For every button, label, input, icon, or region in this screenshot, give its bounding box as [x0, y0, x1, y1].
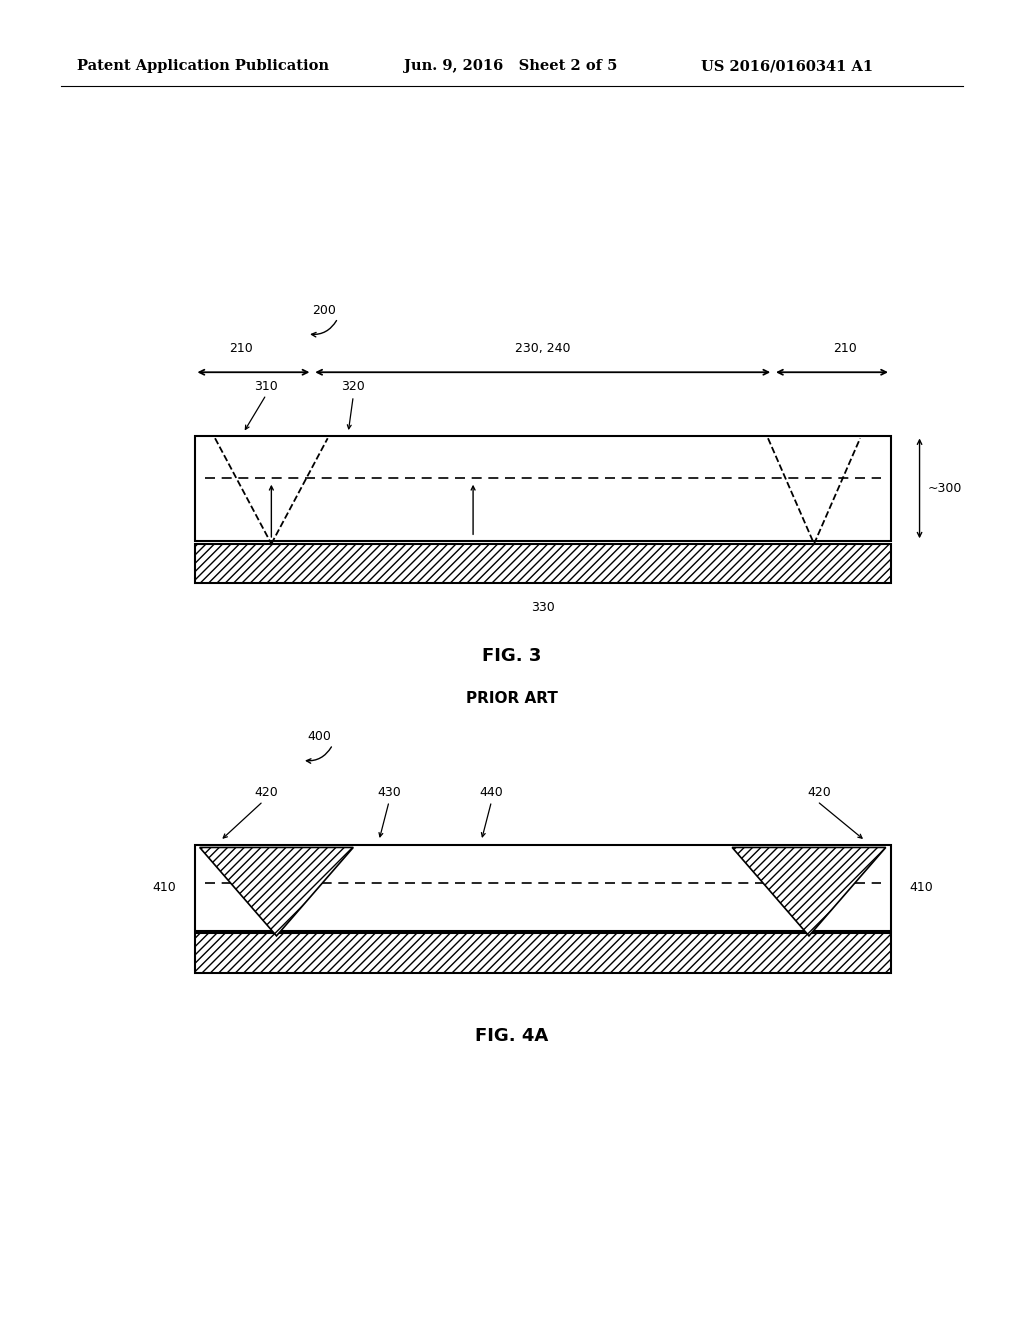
Text: 330: 330	[530, 601, 555, 614]
Text: Patent Application Publication: Patent Application Publication	[77, 59, 329, 73]
Text: 440: 440	[479, 785, 504, 799]
Text: 430: 430	[377, 785, 401, 799]
Text: Jun. 9, 2016   Sheet 2 of 5: Jun. 9, 2016 Sheet 2 of 5	[404, 59, 617, 73]
Text: 420: 420	[254, 785, 279, 799]
Polygon shape	[200, 847, 353, 936]
Text: FIG. 3: FIG. 3	[482, 647, 542, 665]
Text: 310: 310	[254, 380, 279, 393]
Text: 410: 410	[153, 882, 176, 894]
Text: ~300: ~300	[928, 482, 963, 495]
Text: 420: 420	[807, 785, 831, 799]
Bar	[195, 933, 891, 973]
Text: 200: 200	[312, 304, 336, 317]
Text: 230, 240: 230, 240	[515, 342, 570, 355]
Text: US 2016/0160341 A1: US 2016/0160341 A1	[701, 59, 873, 73]
Text: 400: 400	[307, 730, 331, 743]
Bar	[195, 544, 891, 583]
Text: 210: 210	[833, 342, 857, 355]
Text: 410: 410	[909, 882, 933, 894]
Bar	[195, 845, 891, 931]
Text: 320: 320	[341, 380, 366, 393]
Text: PRIOR ART: PRIOR ART	[466, 690, 558, 706]
Bar	[195, 436, 891, 541]
Text: 210: 210	[228, 342, 253, 355]
Text: FIG. 4A: FIG. 4A	[475, 1027, 549, 1045]
Polygon shape	[732, 847, 886, 936]
